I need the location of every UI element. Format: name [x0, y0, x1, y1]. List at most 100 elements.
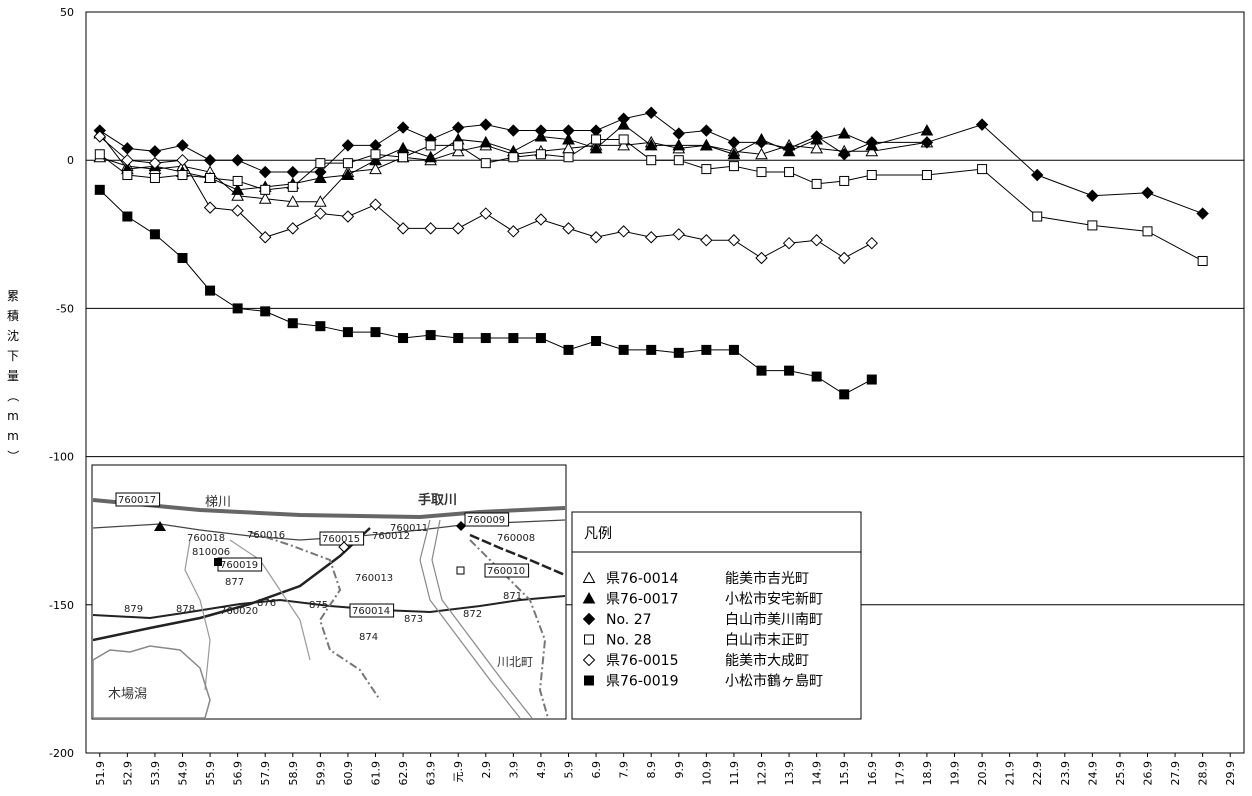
- x-tick-label: 27.9: [1169, 761, 1182, 786]
- data-point-s27: [507, 124, 520, 137]
- data-point-s28: [591, 134, 602, 145]
- data-point-s0014: [865, 144, 879, 157]
- x-tick-label: 61.9: [370, 761, 383, 786]
- data-point-s28: [756, 167, 767, 178]
- x-tick-label: 4.9: [535, 761, 548, 779]
- data-point-s27: [259, 165, 272, 179]
- data-point-s0014: [369, 162, 382, 175]
- x-tick-label: 22.9: [1031, 761, 1044, 786]
- data-point-s28: [398, 152, 409, 163]
- x-tick-label: 51.9: [94, 761, 107, 786]
- data-point-s28: [728, 161, 739, 172]
- map-label-lagoon: 木場潟: [108, 687, 147, 702]
- data-point-s28: [260, 184, 271, 195]
- x-tick-label: 25.9: [1114, 761, 1127, 786]
- map-point-box: [349, 603, 395, 618]
- data-point-s28: [563, 152, 574, 163]
- data-point-s28: [1087, 220, 1098, 231]
- x-tick-label: 62.9: [397, 761, 410, 786]
- data-point-s0015: [121, 153, 134, 167]
- map-label-river-left: 梯川: [205, 495, 231, 510]
- data-point-s27: [231, 153, 244, 167]
- data-point-s0019: [315, 321, 326, 332]
- map-point-box: [484, 563, 530, 578]
- data-point-s27: [838, 148, 851, 161]
- map-point-box: [115, 492, 161, 507]
- data-point-s0017: [700, 138, 713, 151]
- data-point-s27: [1196, 207, 1209, 220]
- y-tick-label: 0: [67, 154, 74, 167]
- legend-marker-s28: [584, 634, 594, 645]
- y-tick-label: -150: [49, 599, 74, 612]
- data-point-s27: [121, 142, 134, 155]
- data-point-s0015: [452, 222, 465, 235]
- data-point-s0015: [810, 234, 823, 247]
- data-point-s28: [177, 170, 188, 181]
- data-point-s0014: [755, 147, 768, 160]
- data-point-s0019: [728, 344, 739, 355]
- map-point-label: 878: [176, 604, 195, 615]
- y-axis-label-char: m: [7, 429, 19, 443]
- data-point-s27: [452, 121, 465, 134]
- x-tick-label: 12.9: [756, 761, 769, 786]
- data-point-s0015: [672, 228, 685, 241]
- data-point-s0019: [425, 330, 436, 341]
- data-point-s28: [149, 172, 160, 183]
- data-point-s0017: [479, 135, 493, 148]
- x-tick-label: 2.9: [480, 761, 493, 779]
- data-point-s28: [1032, 211, 1043, 222]
- map-point-box: [464, 512, 510, 527]
- y-tick-label: -200: [49, 747, 74, 760]
- x-tick-label: 10.9: [700, 761, 713, 786]
- data-point-s28: [122, 170, 133, 181]
- x-tick-label: 20.9: [976, 761, 989, 786]
- map-marker-760019: [214, 558, 222, 566]
- data-point-s27: [314, 165, 327, 179]
- data-point-s28: [370, 149, 381, 160]
- data-point-s27: [479, 118, 492, 131]
- data-point-s0019: [701, 344, 712, 355]
- x-tick-label: 23.9: [1059, 761, 1072, 786]
- map-railway: [93, 527, 371, 642]
- y-tick-labels: 50 0 -50 -100 -150 -200: [49, 6, 74, 760]
- legend-marker-s0017: [582, 591, 596, 604]
- coastline: [93, 498, 565, 520]
- data-point-s0019: [535, 333, 546, 344]
- data-point-s28: [205, 172, 216, 183]
- data-point-s27: [396, 121, 410, 134]
- map-point-label: 760015: [322, 534, 360, 545]
- data-point-s28: [618, 134, 629, 145]
- inset-map: 梯川 手取川 木場潟 川北町 760017 760018 810006 760019 8…: [91, 464, 567, 720]
- map-river: [431, 519, 533, 718]
- map-point-label: 874: [359, 632, 378, 643]
- x-tick-label: 54.9: [177, 761, 190, 786]
- lagoon-outline: [93, 645, 211, 718]
- x-tick-label: 17.9: [893, 761, 906, 786]
- data-point-s0019: [866, 374, 877, 385]
- data-point-s0019: [398, 333, 409, 344]
- data-point-s0014: [451, 144, 465, 157]
- data-point-s27: [975, 118, 989, 131]
- data-point-s0019: [260, 306, 271, 317]
- data-point-s28: [425, 140, 436, 151]
- data-point-s0015: [148, 156, 162, 170]
- data-point-s0019: [839, 389, 850, 400]
- data-point-s0019: [342, 327, 353, 338]
- data-point-s0019: [618, 344, 629, 355]
- data-point-s28: [646, 155, 657, 166]
- y-axis-label-char: 沈: [7, 328, 19, 343]
- data-point-s0015: [617, 225, 630, 238]
- legend-point-id: 県76-0017: [606, 592, 679, 608]
- x-tick-label: 53.9: [149, 761, 162, 786]
- legend-location: 能美市大成町: [725, 652, 809, 669]
- data-point-s28: [232, 175, 243, 186]
- legend-marker-s0015: [582, 653, 596, 667]
- map-point-label: 876: [257, 598, 276, 609]
- legend-point-id: 県76-0019: [606, 674, 679, 690]
- legend-location: 能美市吉光町: [725, 570, 809, 587]
- y-axis-label-char: （: [6, 390, 20, 402]
- data-point-s0019: [453, 333, 464, 344]
- map-point-label: 760018: [187, 533, 225, 544]
